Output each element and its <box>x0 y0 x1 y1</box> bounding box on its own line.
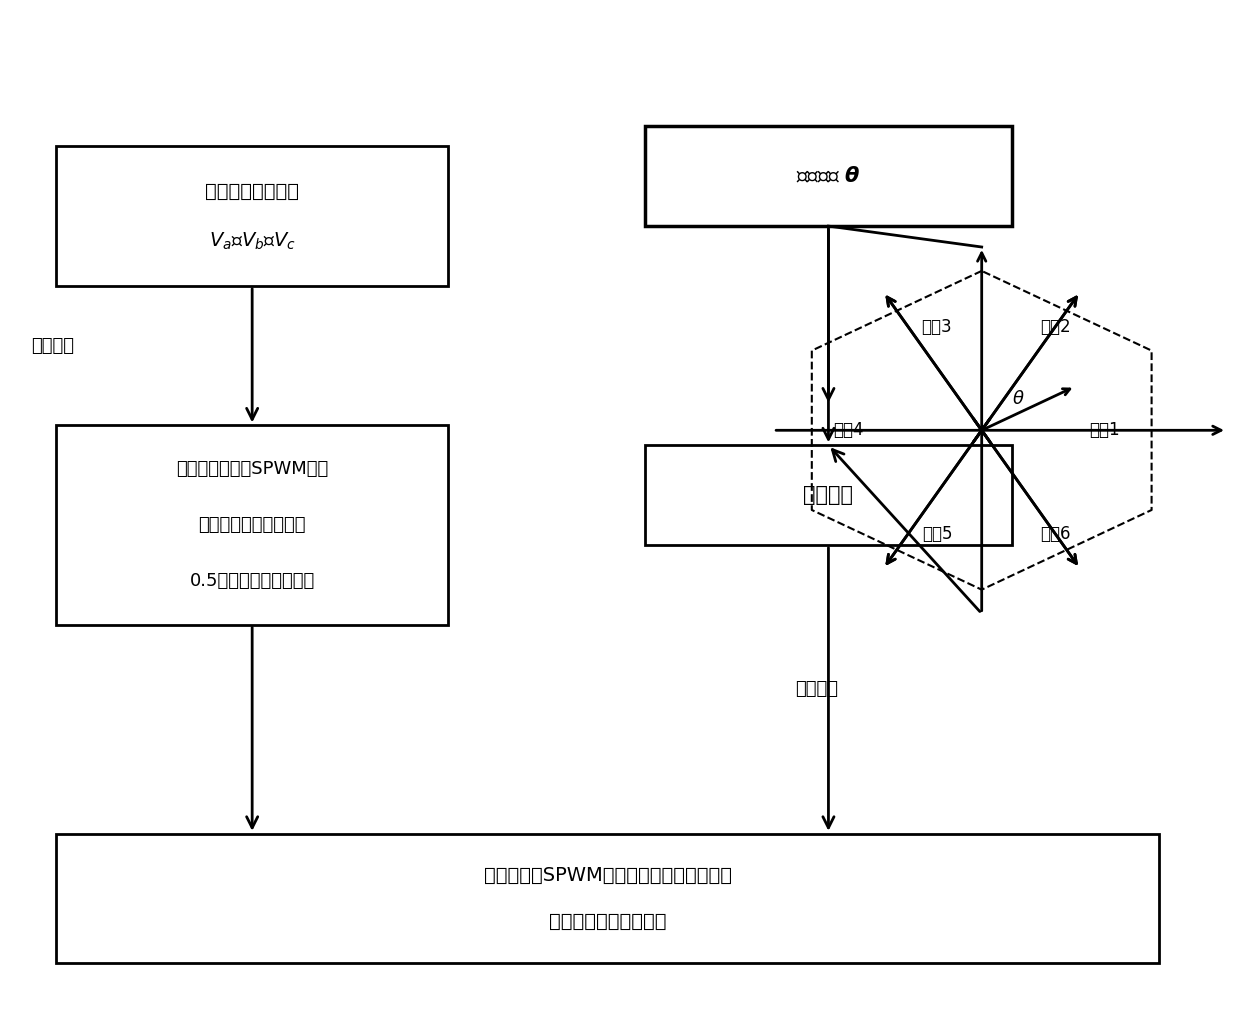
Text: 载波比较: 载波比较 <box>31 336 74 355</box>
Text: 扇区6: 扇区6 <box>1040 525 1071 543</box>
FancyBboxPatch shape <box>56 425 449 624</box>
Text: 扇区2: 扇区2 <box>1040 318 1071 335</box>
Text: 生成改进的SPWM脉宽调制信号控制开关管: 生成改进的SPWM脉宽调制信号控制开关管 <box>484 866 732 885</box>
FancyBboxPatch shape <box>645 445 1012 544</box>
Text: $\theta$: $\theta$ <box>1012 391 1025 408</box>
Text: 扇区5: 扇区5 <box>921 525 952 543</box>
FancyBboxPatch shape <box>645 126 1012 226</box>
Text: 三相正弦电压指令: 三相正弦电压指令 <box>205 182 299 201</box>
Text: 动作实现参考电压输出: 动作实现参考电压输出 <box>549 912 666 931</box>
Text: 移相选择: 移相选择 <box>795 681 838 698</box>
Text: 调制信号和占空比恒为: 调制信号和占空比恒为 <box>198 516 306 534</box>
Text: $V_a$，$V_b$和$V_c$: $V_a$，$V_b$和$V_c$ <box>208 230 295 251</box>
Text: 生成初始对称的SPWM脉宽: 生成初始对称的SPWM脉宽 <box>176 461 329 478</box>
Text: 扇区3: 扇区3 <box>921 318 952 335</box>
FancyBboxPatch shape <box>56 833 1159 964</box>
Text: 参考角度 $\boldsymbol{\theta}$: 参考角度 $\boldsymbol{\theta}$ <box>796 167 861 186</box>
FancyBboxPatch shape <box>56 146 449 286</box>
Text: 扇区1: 扇区1 <box>1090 421 1120 439</box>
Text: 扇区判断: 扇区判断 <box>804 485 853 505</box>
Text: 扇区4: 扇区4 <box>833 421 864 439</box>
Text: 0.5的对称脉宽调制信号: 0.5的对称脉宽调制信号 <box>190 572 315 590</box>
